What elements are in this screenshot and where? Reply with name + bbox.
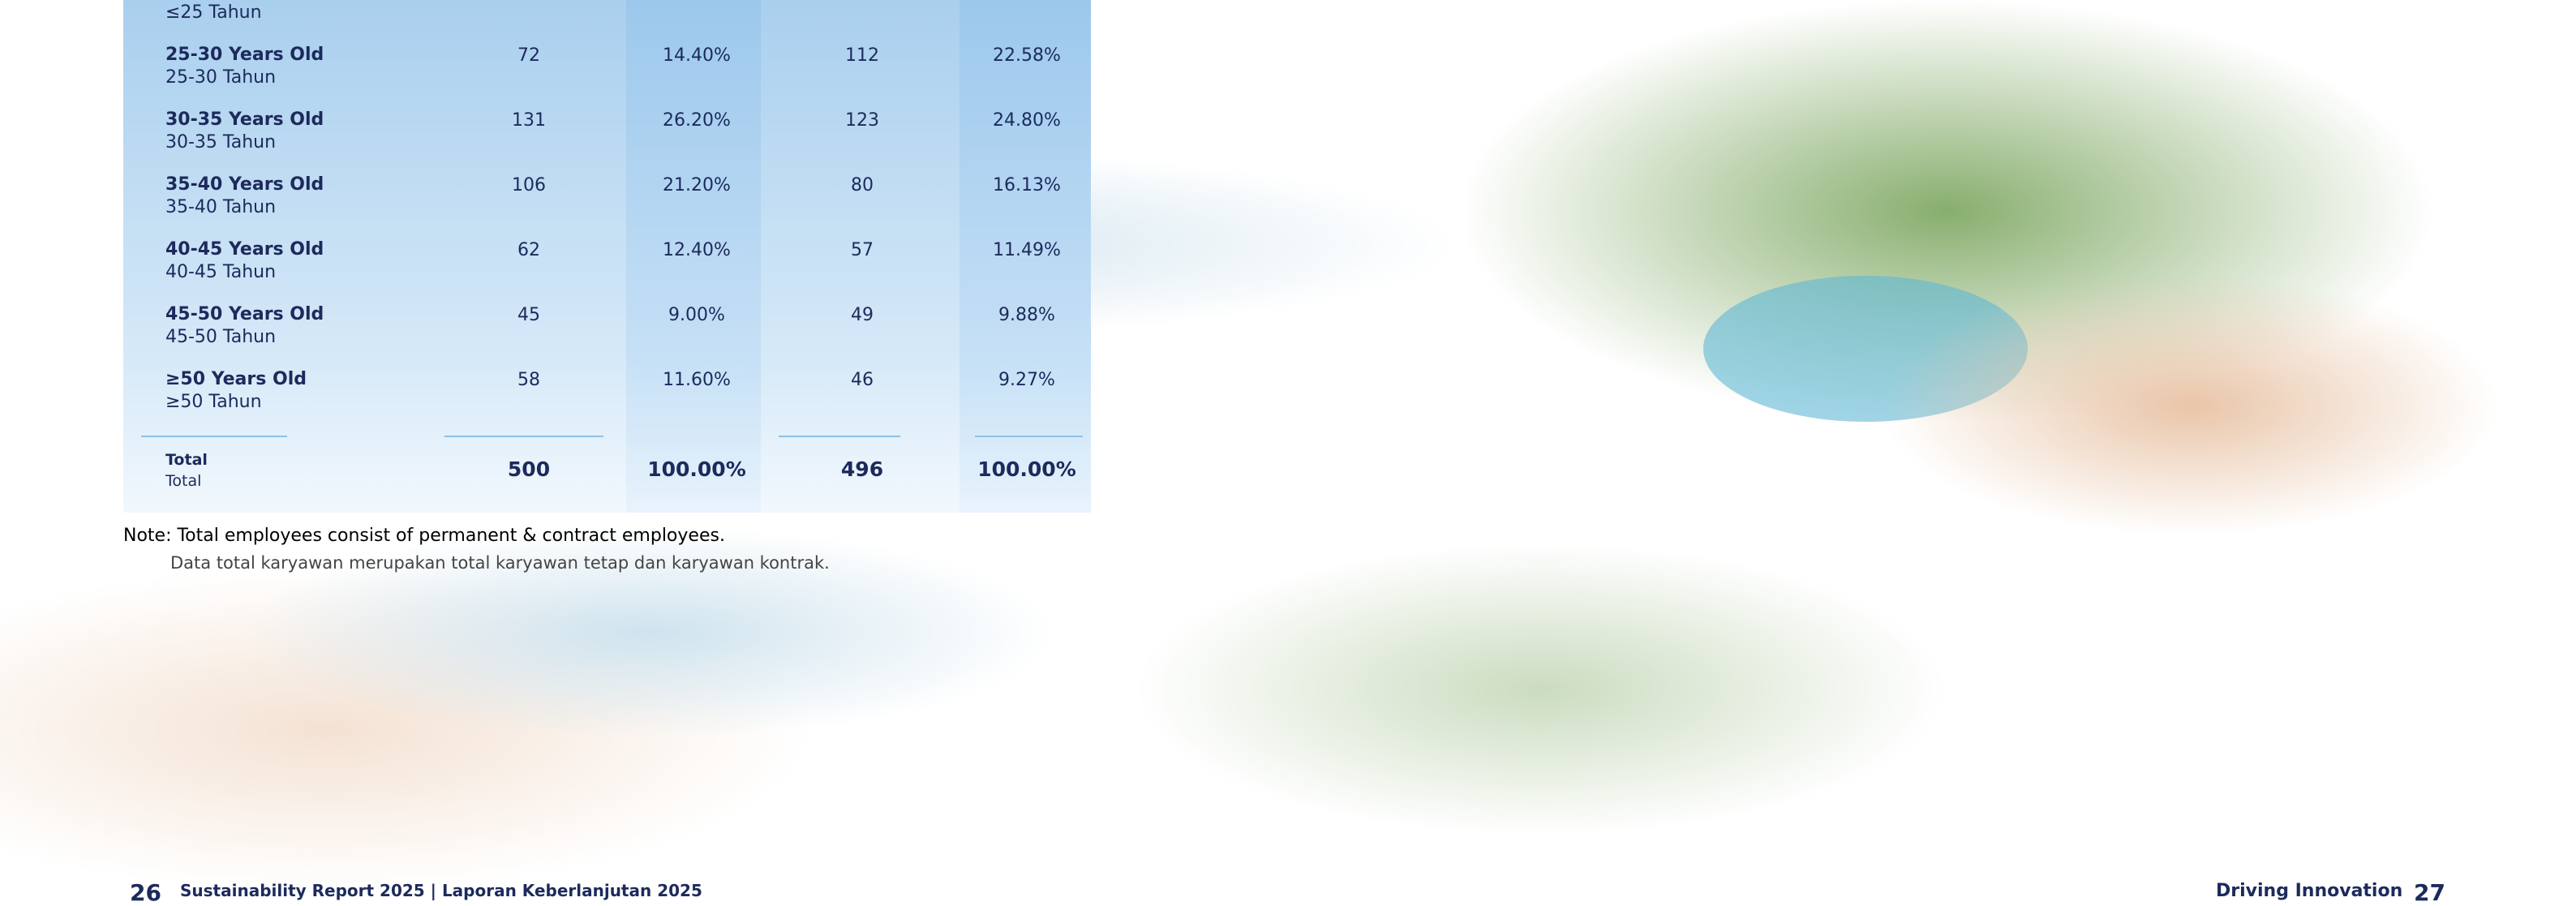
footer-title: Driving Innovation	[2216, 881, 2402, 901]
cell: 58	[517, 370, 540, 390]
cell: 123	[845, 110, 879, 131]
cell: 131	[512, 110, 546, 131]
cell: 12.40%	[663, 240, 731, 260]
note-translation: Data total karyawan merupakan total kary…	[170, 553, 830, 573]
cell: 57	[851, 240, 874, 260]
row-label-id: 30-35 Tahun	[165, 132, 276, 152]
row-label-id: ≥50 Tahun	[165, 392, 262, 412]
divider	[975, 436, 1083, 437]
total-cell: 100.00%	[977, 457, 1076, 481]
row-label-id: 45-50 Tahun	[165, 327, 276, 347]
row-label-id: 25-30 Tahun	[165, 67, 276, 88]
row-label: ≥50 Years Old	[165, 369, 307, 389]
row-label: 25-30 Years Old	[165, 45, 324, 65]
cell: 16.13%	[993, 175, 1061, 195]
cell: 24.80%	[993, 110, 1061, 131]
cell: 22.58%	[993, 45, 1061, 66]
divider	[444, 436, 603, 437]
footer-title: Sustainability Report 2025 | Laporan Keb…	[180, 881, 702, 900]
row-label: 40-45 Years Old	[165, 239, 324, 260]
cell: 26.20%	[663, 110, 731, 131]
total-cell: 100.00%	[647, 457, 746, 481]
cell: 106	[512, 175, 546, 195]
cell: 9.88%	[998, 305, 1055, 325]
cell: 46	[851, 370, 874, 390]
cell: 80	[851, 175, 874, 195]
cell: 45	[517, 305, 540, 325]
cell: 62	[517, 240, 540, 260]
divider	[779, 436, 900, 437]
cell: 11.49%	[993, 240, 1061, 260]
row-label: 45-50 Years Old	[165, 304, 324, 324]
total-label-id: Total	[165, 472, 201, 490]
row-label-id: 40-45 Tahun	[165, 262, 276, 282]
total-cell: 496	[841, 457, 883, 481]
total-cell: 500	[508, 457, 550, 481]
cell: 9.00%	[668, 305, 725, 325]
cell: 11.60%	[663, 370, 731, 390]
cell: 9.27%	[998, 370, 1055, 390]
cell: 21.20%	[663, 175, 731, 195]
row-label: 35-40 Years Old	[165, 174, 324, 195]
cell: 72	[517, 45, 540, 66]
cell: 49	[851, 305, 874, 325]
cell: 14.40%	[663, 45, 731, 66]
row-label-id: 35-40 Tahun	[165, 197, 276, 217]
page: ≤25 Tahun 25-30 Years Old25-30 Tahun 72 14.…	[0, 0, 2576, 893]
row-label: 30-35 Years Old	[165, 109, 324, 130]
cell: 112	[845, 45, 879, 66]
total-label: Total	[165, 451, 208, 469]
row-label-id: ≤25 Tahun	[165, 2, 262, 23]
note: Note: Total employees consist of permane…	[123, 526, 725, 546]
divider	[141, 436, 287, 437]
